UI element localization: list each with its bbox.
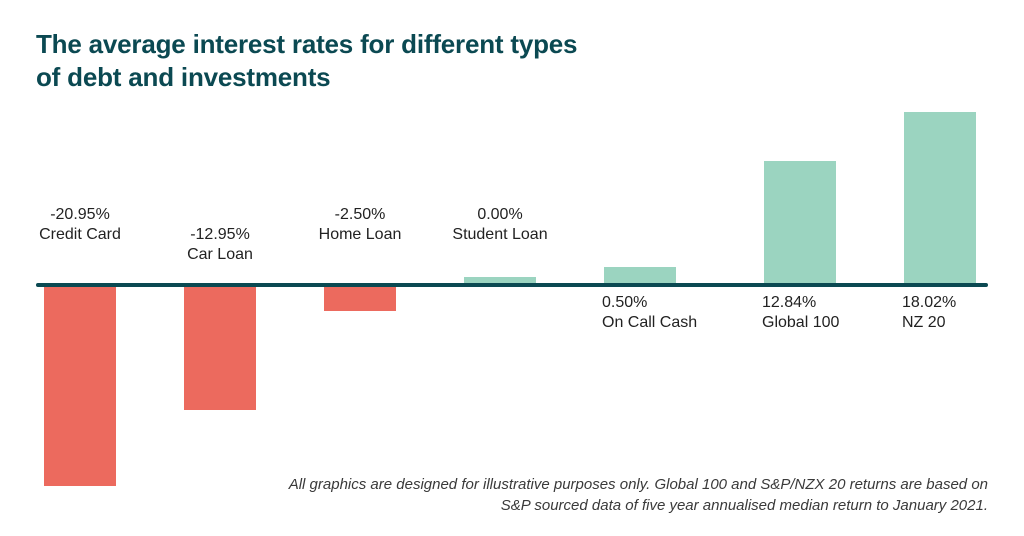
bar-5 [764, 161, 836, 283]
bar-label-0: -20.95%Credit Card [15, 205, 145, 245]
chart-footnote: All graphics are designed for illustrati… [288, 474, 988, 516]
bar-label-5: 12.84%Global 100 [762, 293, 912, 333]
x-axis [36, 283, 988, 287]
title-line-1: The average interest rates for different… [36, 29, 577, 59]
bar-name-0: Credit Card [15, 225, 145, 245]
bar-label-3: 0.00%Student Loan [435, 205, 565, 245]
bar-label-1: -12.95%Car Loan [155, 225, 285, 265]
bar-label-6: 18.02%NZ 20 [902, 293, 1024, 333]
bar-name-1: Car Loan [155, 245, 285, 265]
bar-pct-5: 12.84% [762, 293, 912, 313]
bar-label-4: 0.50%On Call Cash [602, 293, 752, 333]
chart-title: The average interest rates for different… [36, 28, 676, 93]
bar-name-5: Global 100 [762, 313, 912, 333]
bar-name-6: NZ 20 [902, 313, 1024, 333]
bar-6 [904, 112, 976, 283]
bar-4 [604, 267, 676, 283]
bar-name-4: On Call Cash [602, 313, 752, 333]
bar-pct-4: 0.50% [602, 293, 752, 313]
bar-pct-3: 0.00% [435, 205, 565, 225]
bar-1 [184, 287, 256, 410]
bar-pct-1: -12.95% [155, 225, 285, 245]
bar-chart: -20.95%Credit Card-12.95%Car Loan-2.50%H… [36, 121, 988, 461]
bar-0 [44, 287, 116, 486]
bar-pct-6: 18.02% [902, 293, 1024, 313]
bar-3 [464, 277, 536, 283]
bar-pct-0: -20.95% [15, 205, 145, 225]
bar-2 [324, 287, 396, 311]
chart-container: The average interest rates for different… [0, 0, 1024, 536]
bar-name-3: Student Loan [435, 225, 565, 245]
bar-pct-2: -2.50% [295, 205, 425, 225]
bar-label-2: -2.50%Home Loan [295, 205, 425, 245]
title-line-2: of debt and investments [36, 62, 330, 92]
bar-name-2: Home Loan [295, 225, 425, 245]
